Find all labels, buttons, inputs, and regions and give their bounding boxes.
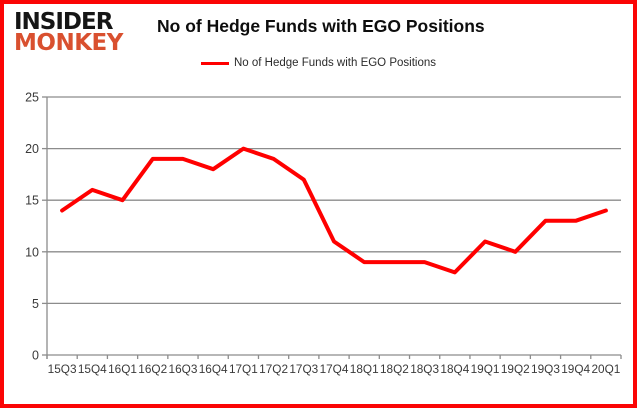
x-axis-label: 16Q4 — [199, 362, 228, 376]
x-axis-label: 19Q1 — [471, 362, 500, 376]
x-axis-label: 18Q4 — [440, 362, 469, 376]
x-axis-label: 16Q2 — [138, 362, 167, 376]
x-axis-label: 16Q1 — [108, 362, 137, 376]
x-axis-label: 19Q4 — [561, 362, 590, 376]
x-axis-label: 19Q3 — [531, 362, 560, 376]
x-axis-label: 17Q3 — [289, 362, 318, 376]
legend-label: No of Hedge Funds with EGO Positions — [234, 57, 436, 69]
y-axis-label: 5 — [32, 297, 39, 311]
chart-title: No of Hedge Funds with EGO Positions — [157, 16, 485, 36]
x-axis-label: 18Q1 — [350, 362, 379, 376]
x-axis-label: 17Q4 — [320, 362, 349, 376]
x-axis-label: 15Q4 — [78, 362, 107, 376]
y-axis-label: 20 — [25, 142, 39, 156]
insider-monkey-logo: INSIDER MONKEY — [14, 9, 123, 57]
y-axis-label: 0 — [32, 349, 39, 363]
y-axis-label: 10 — [25, 245, 39, 259]
legend-line-marker — [201, 61, 229, 65]
x-axis-label: 19Q2 — [501, 362, 530, 376]
y-axis-label: 15 — [25, 194, 39, 208]
logo-text-monkey: MONKEY — [14, 30, 123, 57]
x-axis-label: 17Q1 — [229, 362, 258, 376]
x-axis-label: 17Q2 — [259, 362, 288, 376]
logo-text-insider: INSIDER — [14, 9, 113, 35]
x-axis-label: 18Q2 — [380, 362, 409, 376]
x-axis-label: 18Q3 — [410, 362, 439, 376]
series-line — [60, 146, 608, 275]
x-axis-label: 15Q3 — [48, 362, 77, 376]
x-axis-label: 20Q1 — [591, 362, 620, 376]
legend: No of Hedge Funds with EGO Positions — [4, 57, 633, 69]
y-axis-label: 25 — [25, 91, 39, 105]
x-axis-label: 16Q3 — [169, 362, 198, 376]
